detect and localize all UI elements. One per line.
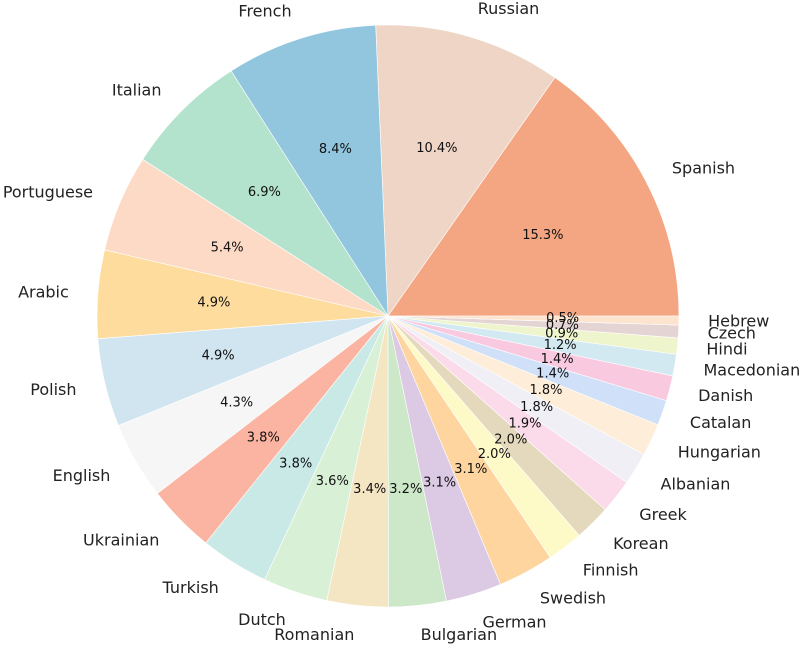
pct-label-turkish: 3.8% — [279, 457, 312, 472]
pie-slice-hebrew — [387, 315, 680, 326]
pct-label-english: 4.3% — [220, 395, 253, 410]
percentage-labels: 15.3% 10.4% 8.4% 6.9% 5.4% 4.9% 4.9% 4.3% 3.8% 3.… — [197, 141, 579, 497]
category-label-hungarian: Hungarian — [678, 443, 761, 462]
category-label-hebrew: Hebrew — [708, 312, 769, 331]
pct-label-german: 3.1% — [423, 475, 456, 490]
pie-slice-spanish — [387, 77, 680, 317]
pct-label-french: 8.4% — [319, 142, 352, 157]
category-label-albanian: Albanian — [661, 475, 731, 494]
pct-label-finnish: 2.0% — [478, 447, 511, 462]
category-label-macedonian: Macedonian — [704, 361, 801, 380]
category-label-hindi: Hindi — [706, 340, 747, 359]
category-label-greek: Greek — [639, 505, 687, 524]
pct-label-catalan: 1.4% — [536, 367, 569, 382]
pct-label-hebrew: 0.5% — [546, 311, 579, 326]
pie-slice-russian — [375, 24, 556, 317]
category-label-finnish: Finnish — [583, 561, 639, 580]
category-label-ukrainian: Ukrainian — [83, 531, 159, 550]
category-label-french: French — [238, 1, 291, 20]
category-label-danish: Danish — [698, 386, 753, 405]
pct-label-danish: 1.4% — [541, 352, 574, 367]
pct-label-arabic: 4.9% — [197, 295, 230, 310]
category-label-korean: Korean — [613, 534, 669, 553]
category-label-romanian: Romanian — [274, 625, 354, 644]
category-label-turkish: Turkish — [162, 578, 219, 597]
category-label-russian: Russian — [478, 0, 540, 18]
category-labels: Spanish Russian French Italian Portuguese Ara… — [3, 0, 800, 644]
category-label-italian: Italian — [112, 80, 162, 99]
pct-label-ukrainian: 3.8% — [247, 431, 280, 446]
category-label-catalan: Catalan — [690, 413, 751, 432]
pct-label-italian: 6.9% — [248, 185, 281, 200]
pct-label-swedish: 3.1% — [454, 462, 487, 477]
category-label-arabic: Arabic — [18, 282, 69, 301]
pct-label-polish: 4.9% — [202, 349, 235, 364]
pct-label-albanian: 1.8% — [520, 400, 553, 415]
pct-label-czech: 0.7% — [546, 318, 579, 333]
category-label-polish: Polish — [30, 380, 76, 399]
pct-label-spanish: 15.3% — [522, 228, 563, 243]
category-label-english: English — [53, 466, 111, 485]
category-label-dutch: Dutch — [238, 610, 286, 629]
pct-label-portuguese: 5.4% — [211, 241, 244, 256]
pct-label-macedonian: 1.2% — [544, 338, 577, 353]
pie-slice-french — [230, 24, 389, 318]
category-label-swedish: Swedish — [540, 588, 606, 607]
pct-label-bulgarian: 3.2% — [389, 482, 422, 497]
category-label-czech: Czech — [708, 324, 756, 343]
category-label-german: German — [483, 612, 547, 631]
category-label-bulgarian: Bulgarian — [421, 625, 498, 644]
pie-slice-italian — [142, 70, 389, 317]
pct-label-hungarian: 1.8% — [529, 383, 562, 398]
pct-label-dutch: 3.6% — [316, 474, 349, 489]
category-label-spanish: Spanish — [672, 159, 735, 178]
pct-label-romanian: 3.4% — [353, 482, 386, 497]
pct-label-korean: 2.0% — [494, 433, 527, 448]
pct-label-hindi: 0.9% — [545, 327, 578, 342]
pct-label-russian: 10.4% — [416, 141, 457, 156]
pct-label-greek: 1.9% — [508, 417, 541, 432]
category-label-portuguese: Portuguese — [3, 182, 93, 201]
pie-slices — [96, 24, 680, 608]
